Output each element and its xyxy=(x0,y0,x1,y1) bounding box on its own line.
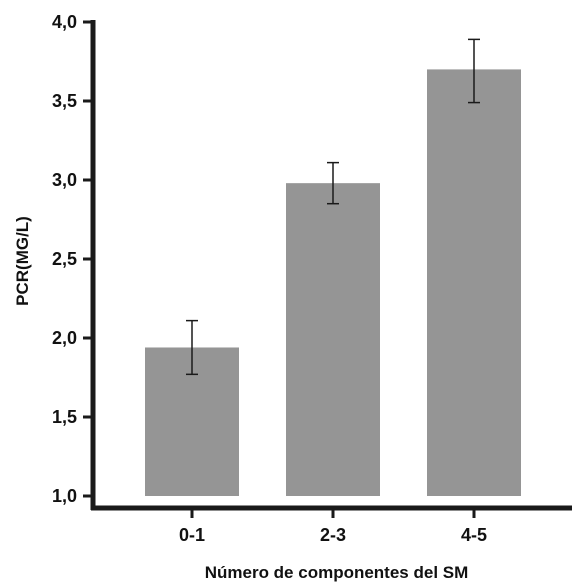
x-axis-ticks: 0-1 2-3 4-5 xyxy=(179,508,487,545)
bars-layer xyxy=(145,69,521,497)
error-bar-2-3 xyxy=(327,161,339,205)
x-tick-label: 4-5 xyxy=(461,525,487,545)
y-tick-label: 2,5 xyxy=(52,249,77,269)
error-bar-0-1 xyxy=(186,319,198,376)
bar-4-5 xyxy=(427,69,521,497)
y-tick-label: 1,0 xyxy=(52,486,77,506)
y-axis-title: PCR(MG/L) xyxy=(13,216,32,306)
y-tick-label: 3,5 xyxy=(52,91,77,111)
y-axis-ticks: 1,0 1,5 2,0 2,5 3,0 3,5 4,0 xyxy=(52,12,93,506)
error-bars-layer xyxy=(186,38,480,376)
y-tick-label: 3,0 xyxy=(52,170,77,190)
x-tick-label: 2-3 xyxy=(320,525,346,545)
x-tick-label: 0-1 xyxy=(179,525,205,545)
y-tick-label: 4,0 xyxy=(52,12,77,32)
y-tick-label: 1,5 xyxy=(52,407,77,427)
bar-2-3 xyxy=(286,183,380,496)
error-bar-4-5 xyxy=(468,38,480,104)
y-tick-label: 2,0 xyxy=(52,328,77,348)
x-axis-title: Número de componentes del SM xyxy=(205,563,469,582)
